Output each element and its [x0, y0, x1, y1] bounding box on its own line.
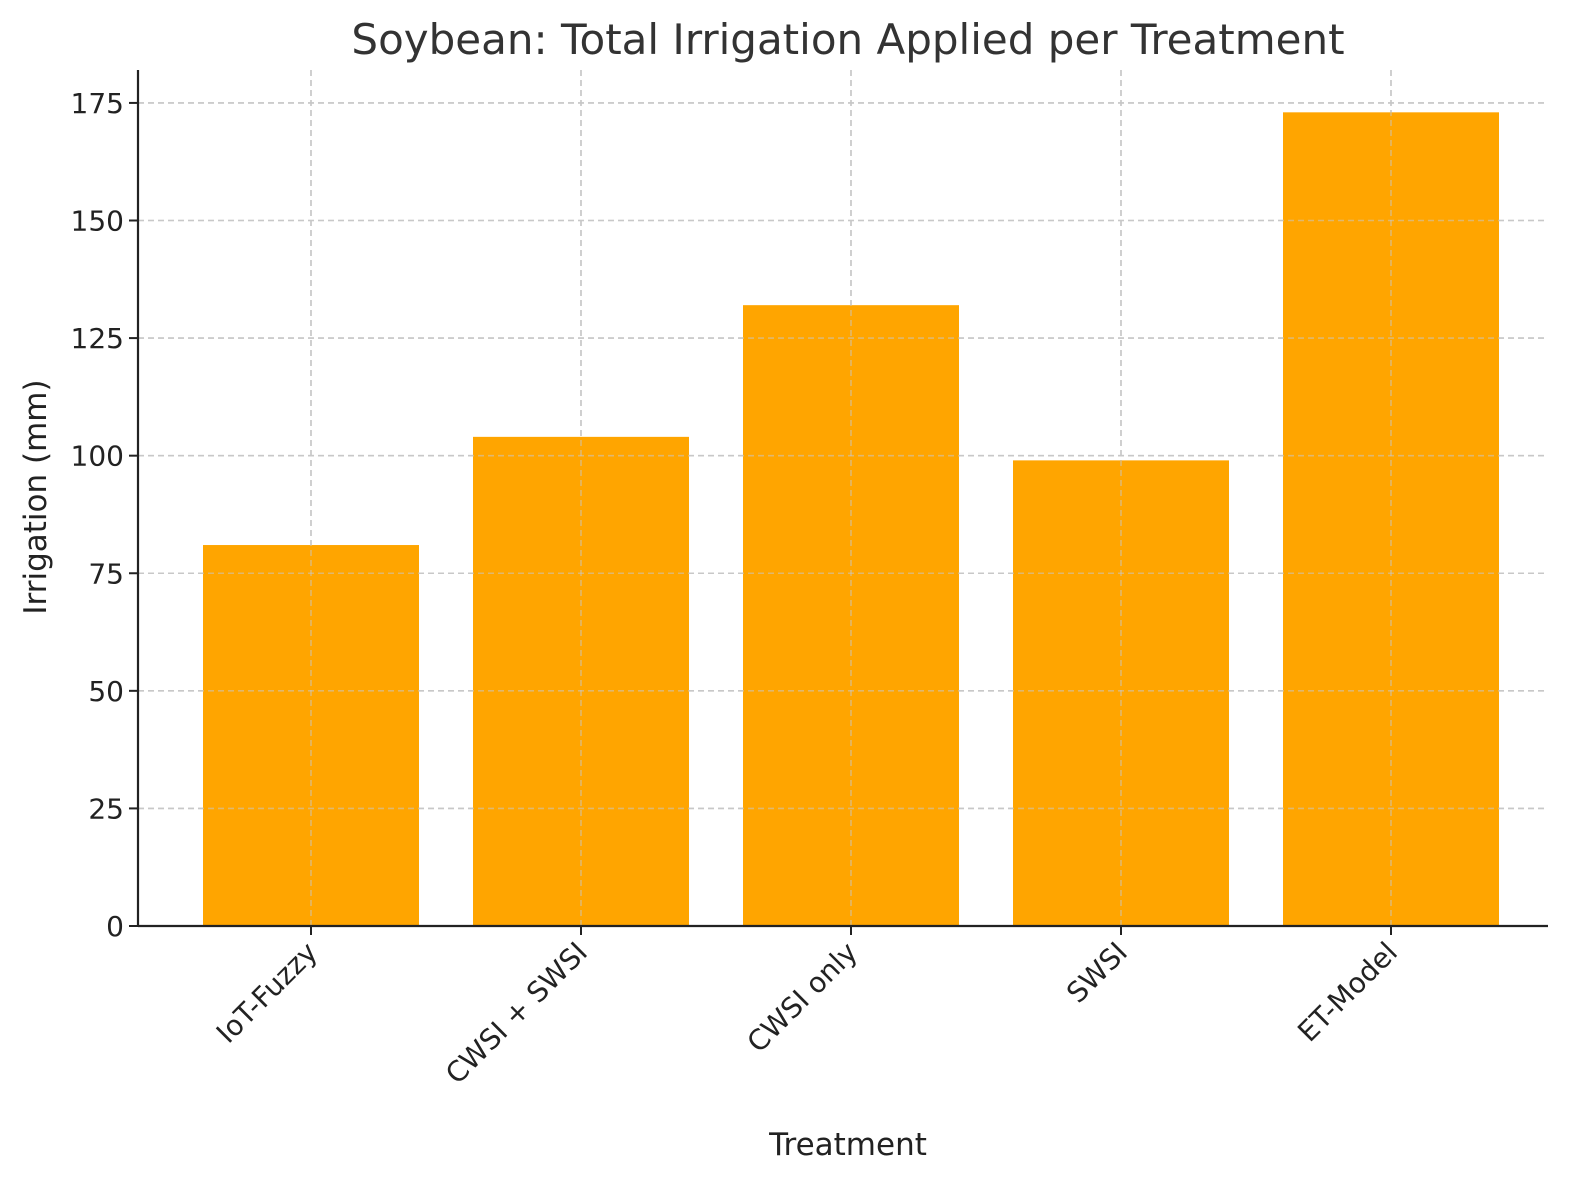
y-ticks: 0 25 50 75 100 125 150 175	[71, 87, 138, 943]
y-tick-label: 100	[71, 440, 124, 473]
x-tick-label: SWSI	[1060, 936, 1134, 1010]
chart-title: Soybean: Total Irrigation Applied per Tr…	[351, 15, 1344, 64]
axes	[136, 70, 1548, 928]
x-tick-label: CWSI + SWSI	[439, 936, 594, 1091]
y-tick-label: 50	[88, 675, 124, 708]
x-tick-label: CWSI only	[741, 936, 864, 1059]
y-tick-label: 25	[88, 792, 124, 825]
y-axis-label: Irrigation (mm)	[18, 379, 54, 614]
bars	[138, 70, 1548, 927]
x-tick-label: ET-Model	[1291, 936, 1404, 1049]
y-tick-label: 125	[71, 322, 124, 355]
y-tick-label: 75	[88, 557, 124, 590]
x-ticks: IoT-Fuzzy CWSI + SWSI CWSI only SWSI ET-Mode…	[210, 926, 1404, 1090]
x-tick-label: IoT-Fuzzy	[210, 936, 324, 1050]
y-tick-label: 175	[71, 87, 124, 120]
x-axis-label: Treatment	[768, 1127, 927, 1163]
y-tick-label: 150	[71, 205, 124, 238]
y-tick-label: 0	[106, 910, 124, 943]
